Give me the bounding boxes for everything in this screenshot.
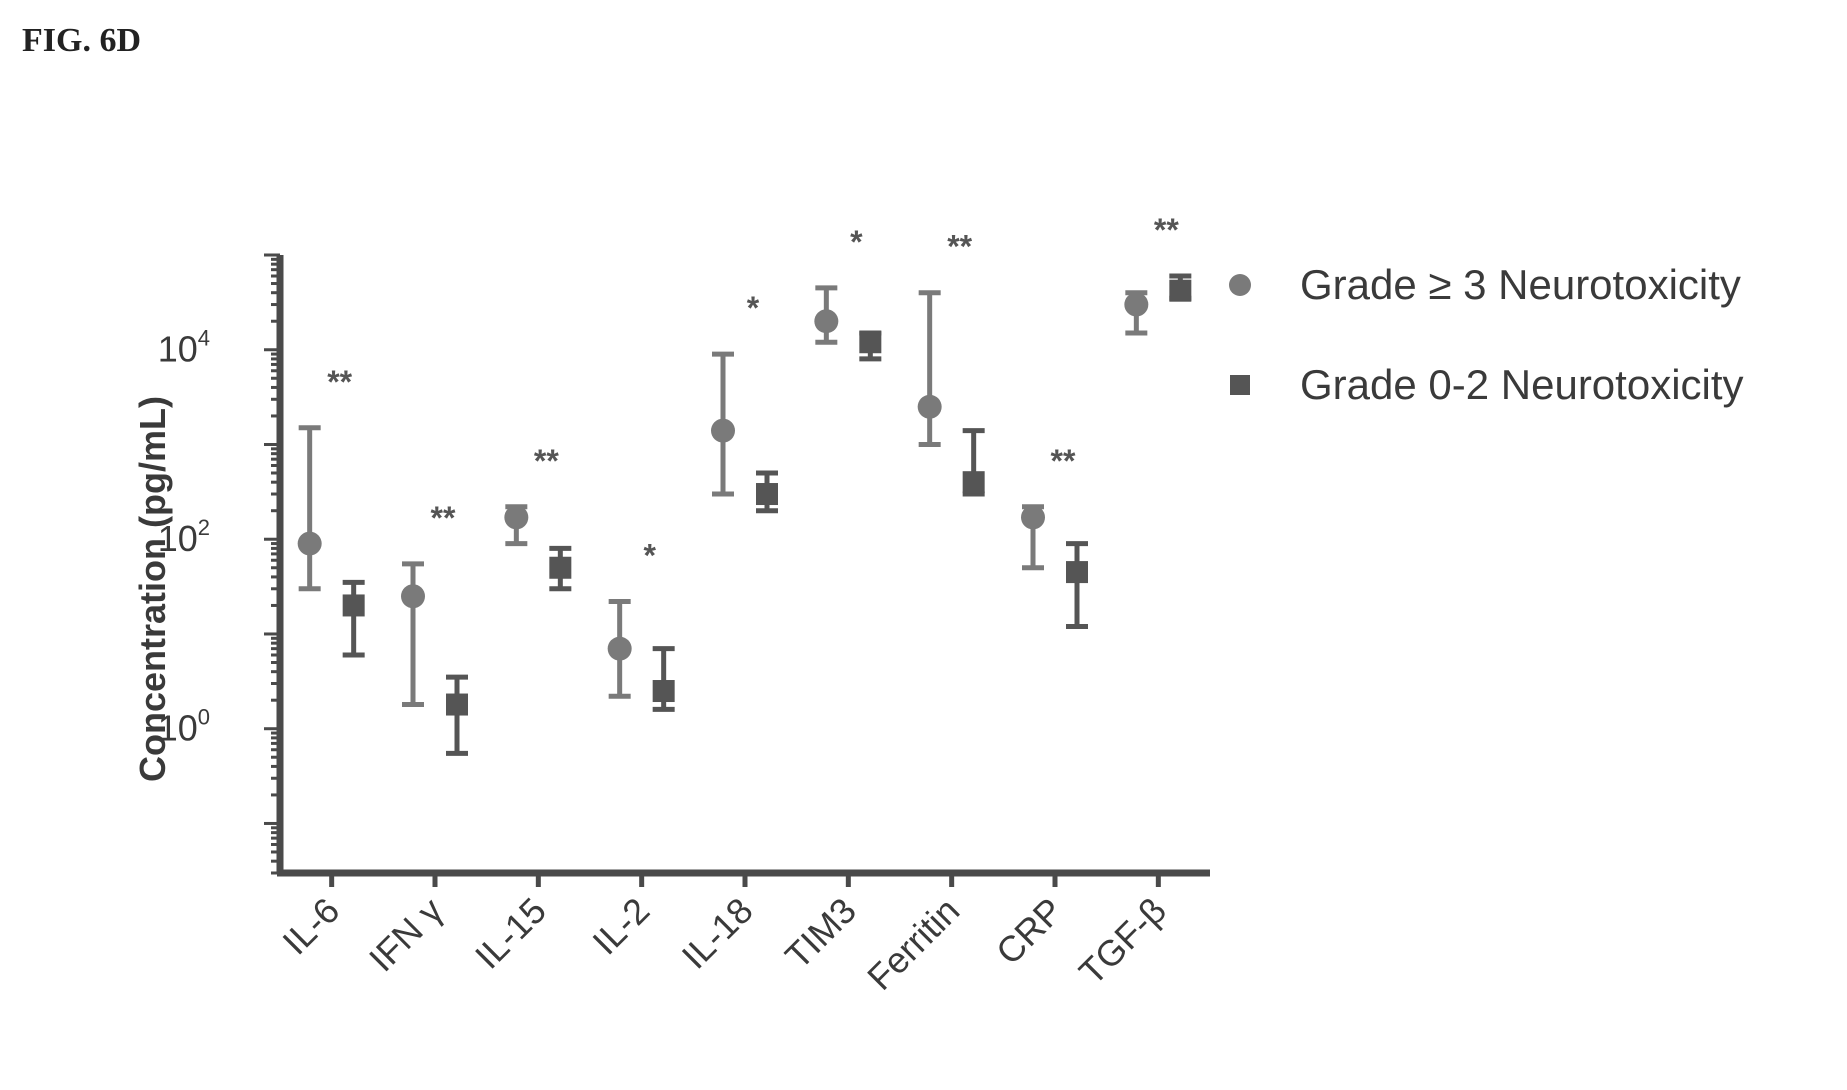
significance-marker: * <box>643 538 656 574</box>
point-grade02 <box>446 693 468 716</box>
significance-marker: ** <box>947 229 972 265</box>
point-grade3 <box>607 636 632 661</box>
x-tick-label: IL-6 <box>274 890 347 963</box>
point-grade3 <box>1021 505 1045 530</box>
x-tick-label: CRP <box>988 890 1071 973</box>
significance-marker: ** <box>1051 443 1076 479</box>
point-grade02 <box>342 594 365 617</box>
point-grade3 <box>711 418 735 443</box>
point-grade3 <box>917 394 942 419</box>
significance-marker: ** <box>327 364 352 400</box>
significance-marker: * <box>747 290 760 326</box>
legend-marker-grade3 <box>1229 274 1251 296</box>
x-tick-label: IL-2 <box>584 890 657 963</box>
point-grade3 <box>297 531 322 556</box>
point-grade3 <box>504 505 529 530</box>
point-grade02 <box>756 483 778 506</box>
point-grade02 <box>962 471 985 494</box>
point-grade02 <box>1066 561 1088 584</box>
x-tick-label: TGF-β <box>1071 890 1174 993</box>
legend-label: Grade ≥ 3 Neurotoxicity <box>1300 261 1741 308</box>
point-grade02 <box>1169 279 1192 302</box>
legend-label: Grade 0-2 Neurotoxicity <box>1300 361 1744 408</box>
point-grade02 <box>549 556 572 579</box>
significance-marker: ** <box>1154 212 1179 248</box>
point-grade3 <box>1124 292 1149 317</box>
x-tick-label: IL-15 <box>467 890 554 977</box>
point-grade02 <box>859 331 882 354</box>
significance-marker: ** <box>534 443 559 479</box>
point-grade02 <box>652 680 675 703</box>
x-tick-label: IFN γ <box>361 890 451 980</box>
point-grade3 <box>401 584 425 609</box>
y-tick-label: 102 <box>158 515 210 559</box>
y-tick-label: 100 <box>158 705 210 749</box>
significance-marker: * <box>850 224 863 260</box>
x-tick-label: TIM3 <box>777 890 864 977</box>
x-tick-label: IL-18 <box>674 890 761 977</box>
x-tick-label: Ferritin <box>859 890 967 998</box>
significance-marker: ** <box>431 500 456 536</box>
legend-marker-grade02 <box>1230 375 1250 395</box>
y-axis-label: Concentration (pg/mL) <box>132 396 173 782</box>
y-tick-label: 104 <box>158 326 210 370</box>
figure-label: FIG. 6D <box>22 22 141 59</box>
point-grade3 <box>814 309 839 334</box>
